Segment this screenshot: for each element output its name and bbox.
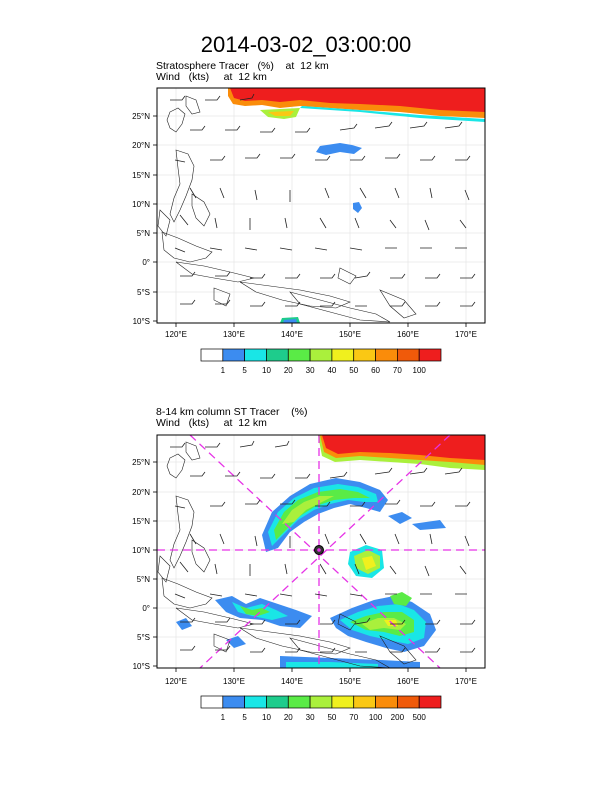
colorbar-box: [266, 695, 289, 709]
panel1-lat-label-10n: 10°N: [132, 200, 150, 209]
panel2-lon-label-130: 130°E: [223, 677, 245, 686]
colorbar-box: [331, 348, 355, 362]
colorbar-label: 70: [393, 366, 402, 375]
colorbar-label: 100: [413, 366, 427, 375]
colorbar-label: 100: [369, 713, 383, 722]
colorbar-box: [418, 695, 442, 709]
panel2-wind-title: Wind (kts) at 12 km: [156, 417, 267, 429]
panel1-colorbar: 1 5 10 20 30 40 50 60 70 100: [200, 348, 442, 375]
colorbar-label: 5: [242, 366, 247, 375]
colorbar-label: 10: [262, 713, 271, 722]
colorbar-box: [200, 695, 224, 709]
colorbar-box: [309, 695, 333, 709]
panel2-lat-label-10s: 10°S: [133, 662, 150, 671]
colorbar-box: [200, 348, 224, 362]
panel2-lat-label-10n: 10°N: [132, 546, 150, 555]
colorbar-label: 60: [371, 366, 380, 375]
colorbar-box: [309, 348, 333, 362]
panel2-tracer-title: 8-14 km column ST Tracer (%): [156, 406, 308, 418]
colorbar-box: [397, 695, 420, 709]
colorbar-label: 1: [221, 713, 226, 722]
panel2-tracer-shading: [176, 435, 485, 668]
colorbar-box: [244, 695, 267, 709]
panel2-ticks: [153, 461, 467, 672]
panel2-lat-label-0: 0°: [142, 604, 150, 613]
colorbar-box: [375, 695, 398, 709]
panel1-lat-label-10s: 10°S: [133, 317, 150, 326]
panel1-wind-title: Wind (kts) at 12 km: [156, 71, 267, 83]
colorbar-box: [287, 348, 311, 362]
colorbar-box: [353, 348, 376, 362]
colorbar-label: 1: [221, 366, 226, 375]
colorbar-label: 30: [306, 366, 315, 375]
panel2-lon-label-160: 160°E: [397, 677, 419, 686]
panel1-lon-label-130: 130°E: [223, 330, 245, 339]
colorbar-box: [287, 695, 311, 709]
colorbar-label: 50: [349, 366, 358, 375]
panel1-lat-label-0: 0°: [142, 258, 150, 267]
colorbar-box: [375, 348, 398, 362]
panel2-lon-label-150: 150°E: [339, 677, 361, 686]
panel2-lat-label-5s: 5°S: [137, 633, 150, 642]
panel1-frame: [156, 87, 486, 324]
panel1-lon-label-140: 140°E: [281, 330, 303, 339]
panel2-colorbar: 1 5 10 20 30 50 70 100 200 500: [200, 695, 442, 722]
panel1-ticks: [153, 115, 467, 327]
panel1-lat-label-5s: 5°S: [137, 288, 150, 297]
colorbar-label: 10: [262, 366, 271, 375]
colorbar-label: 20: [284, 713, 293, 722]
colorbar-label: 5: [242, 713, 247, 722]
panel1-lon-label-170: 170°E: [455, 330, 477, 339]
panel2-coastlines: [157, 441, 417, 668]
panel1-lat-label-5n: 5°N: [137, 229, 151, 238]
colorbar-label: 30: [306, 713, 315, 722]
colorbar-label: 500: [413, 713, 427, 722]
colorbar-label: 70: [349, 713, 358, 722]
panel2-lat-label-25n: 25°N: [132, 458, 150, 467]
colorbar-label: 50: [327, 713, 336, 722]
panel1-coastlines: [157, 95, 417, 323]
colorbar-box: [353, 695, 376, 709]
panel1-wind-barbs: [170, 93, 476, 307]
panel2-lat-label-15n: 15°N: [132, 517, 150, 526]
panel1-lat-label-15n: 15°N: [132, 171, 150, 180]
colorbar-label: 40: [327, 366, 336, 375]
colorbar-label: 20: [284, 366, 293, 375]
panel1-lon-label-120: 120°E: [165, 330, 187, 339]
main-title: 2014-03-02_03:00:00: [200, 32, 412, 57]
panel2-lat-label-5n: 5°N: [137, 575, 151, 584]
panel2-lon-label-140: 140°E: [281, 677, 303, 686]
colorbar-box: [266, 348, 289, 362]
colorbar-box: [222, 348, 245, 362]
panel2-map: 120°E 130°E 140°E 150°E 160°E 170°E 25°N…: [132, 434, 486, 686]
panel1-lon-label-160: 160°E: [397, 330, 419, 339]
panel1-stratosphere-shading: [228, 88, 485, 323]
colorbar-box: [331, 695, 355, 709]
panel1-map: 120°E 130°E 140°E 150°E 160°E 170°E 25°N…: [132, 87, 486, 339]
panel2-lat-label-20n: 20°N: [132, 488, 150, 497]
colorbar-box: [397, 348, 420, 362]
colorbar-box: [418, 348, 442, 362]
panel1-lon-label-150: 150°E: [339, 330, 361, 339]
colorbar-label: 200: [391, 713, 405, 722]
panel1-gridlines: [157, 88, 485, 323]
panel2-lon-label-170: 170°E: [455, 677, 477, 686]
panel1-lat-label-25n: 25°N: [132, 112, 150, 121]
panel2-center-marker-icon: [314, 545, 324, 555]
colorbar-box: [244, 348, 267, 362]
panel1-lat-label-20n: 20°N: [132, 141, 150, 150]
panel2-frame: [156, 434, 486, 669]
colorbar-box: [222, 695, 245, 709]
panel1-tracer-title: Stratosphere Tracer (%) at 12 km: [156, 60, 329, 72]
panel2-lon-label-120: 120°E: [165, 677, 187, 686]
panel2-wind-barbs: [170, 440, 476, 653]
